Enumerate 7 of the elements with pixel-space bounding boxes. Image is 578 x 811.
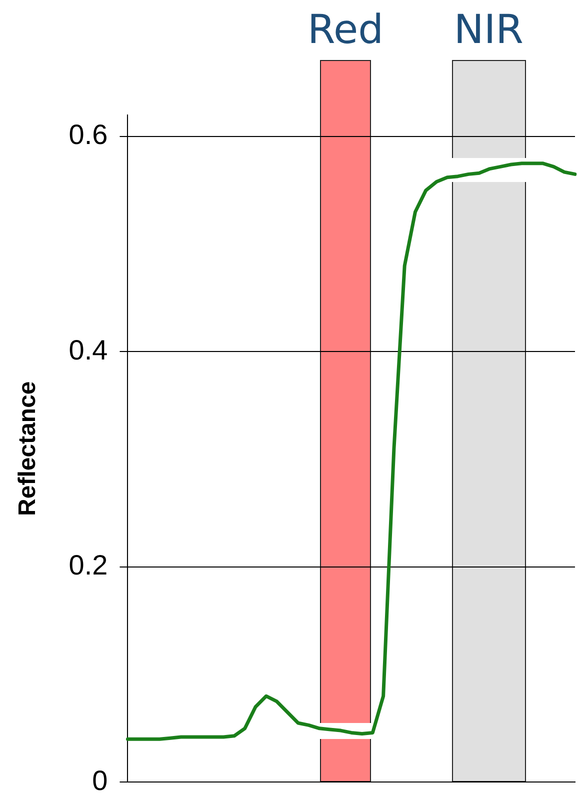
y-tick-label: 0 <box>92 764 108 796</box>
y-tick-label: 0.2 <box>68 550 108 581</box>
y-tick-label: 0.6 <box>68 119 108 150</box>
text: NIR <box>452 6 524 54</box>
y-axis-title: Reflectance <box>14 381 42 516</box>
y-tick-label: 0.4 <box>68 334 108 366</box>
text: Red <box>306 6 385 54</box>
